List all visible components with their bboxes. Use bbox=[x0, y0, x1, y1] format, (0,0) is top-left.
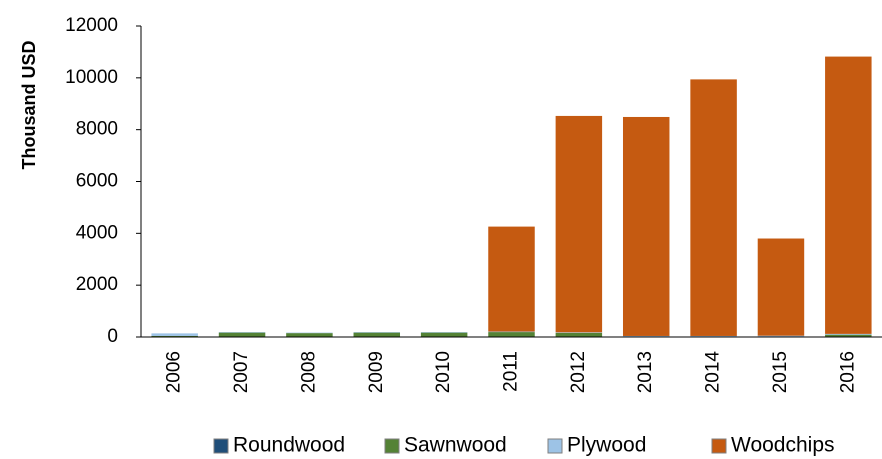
bar-plywood-2008 bbox=[286, 332, 333, 334]
legend-swatch-plywood bbox=[547, 438, 563, 454]
bar-sawnwood-2007 bbox=[218, 332, 266, 337]
bar-sawnwood-2006 bbox=[151, 335, 198, 337]
x-tick-label-group: 2007 bbox=[231, 351, 252, 393]
legend-label-sawnwood: Sawnwood bbox=[404, 434, 507, 457]
y-axis-title: Thousand USD bbox=[19, 41, 39, 170]
bar-plywood-2015 bbox=[757, 335, 805, 337]
x-tick-label-group: 2014 bbox=[703, 351, 724, 394]
legend-swatch-woodchips bbox=[711, 438, 727, 454]
x-tick-label-group: 2009 bbox=[366, 351, 387, 393]
bar-sawnwood-2010 bbox=[420, 332, 468, 337]
bar-sawnwood-2016 bbox=[825, 334, 872, 337]
bar-sawnwood-2011 bbox=[488, 332, 535, 337]
bar-woodchips-2014 bbox=[690, 79, 737, 336]
x-tick-label: 2008 bbox=[298, 351, 319, 393]
y-axis: 0 2000 4000 6000 8000 10000 12000 bbox=[65, 15, 141, 347]
x-tick-label: 2013 bbox=[635, 351, 656, 393]
bar-plywood-2007 bbox=[218, 332, 266, 333]
bar-plywood-2012 bbox=[555, 332, 603, 333]
x-tick-label: 2015 bbox=[770, 351, 791, 393]
bar-woodchips-2013 bbox=[622, 116, 670, 336]
x-tick-label: 2010 bbox=[433, 351, 454, 393]
bar-plywood-2006 bbox=[151, 333, 198, 336]
x-tick-label-group: 2006 bbox=[164, 351, 185, 393]
x-tick-label-group: 2008 bbox=[298, 351, 319, 393]
bar-woodchips-2011 bbox=[488, 226, 535, 332]
x-tick-label: 2012 bbox=[568, 351, 589, 393]
x-tick-label: 2014 bbox=[703, 351, 724, 394]
x-tick-label-group: 2015 bbox=[770, 351, 791, 393]
x-tick-label: 2007 bbox=[231, 351, 252, 393]
y-tick-label: 8000 bbox=[76, 119, 118, 140]
legend-swatch-sawnwood bbox=[384, 438, 400, 454]
y-tick-label: 0 bbox=[107, 326, 118, 347]
bar-woodchips-2016 bbox=[825, 56, 872, 334]
bar-sawnwood-2008 bbox=[286, 333, 333, 337]
x-tick-label: 2006 bbox=[164, 351, 185, 393]
bar-plywood-2014 bbox=[690, 335, 737, 337]
bar-plywood-2016 bbox=[825, 333, 872, 335]
bar-woodchips-2012 bbox=[555, 115, 603, 333]
x-tick-label-group: 2013 bbox=[635, 351, 656, 393]
x-tick-label-group: 2010 bbox=[433, 351, 454, 393]
bar-plywood-2010 bbox=[420, 332, 468, 333]
bar-sawnwood-2009 bbox=[353, 332, 401, 337]
x-tick-label-group: 2011 bbox=[501, 351, 522, 392]
x-tick-label-group: 2016 bbox=[837, 351, 858, 393]
y-tick-label: 2000 bbox=[76, 274, 118, 295]
y-tick-label: 10000 bbox=[65, 67, 118, 88]
x-axis: 2006 2007 2008 2009 2010 2011 2012 2013 2014 2015… bbox=[164, 351, 859, 394]
x-tick-label: 2011 bbox=[501, 351, 522, 392]
y-tick-label: 4000 bbox=[76, 222, 118, 243]
x-tick-label-group: 2012 bbox=[568, 351, 589, 393]
bar-woodchips-2015 bbox=[757, 238, 805, 336]
y-tick-label: 12000 bbox=[65, 15, 118, 36]
legend-label-woodchips: Woodchips bbox=[731, 434, 835, 457]
y-tick-label: 6000 bbox=[76, 171, 118, 192]
bar-plywood-2009 bbox=[353, 332, 401, 333]
y-axis-title-group: Thousand USD bbox=[19, 41, 39, 170]
bar-sawnwood-2012 bbox=[555, 332, 603, 337]
legend-swatch-roundwood bbox=[213, 438, 229, 454]
bars bbox=[151, 56, 872, 337]
legend-label-roundwood: Roundwood bbox=[233, 434, 345, 457]
legend-label-plywood: Plywood bbox=[567, 434, 646, 457]
bar-plywood-2013 bbox=[622, 335, 670, 337]
bar-plywood-2011 bbox=[488, 331, 535, 333]
x-tick-label: 2016 bbox=[837, 351, 858, 393]
x-tick-label: 2009 bbox=[366, 351, 387, 393]
legend: Roundwood Sawnwood Plywood Woodchips bbox=[213, 434, 835, 457]
